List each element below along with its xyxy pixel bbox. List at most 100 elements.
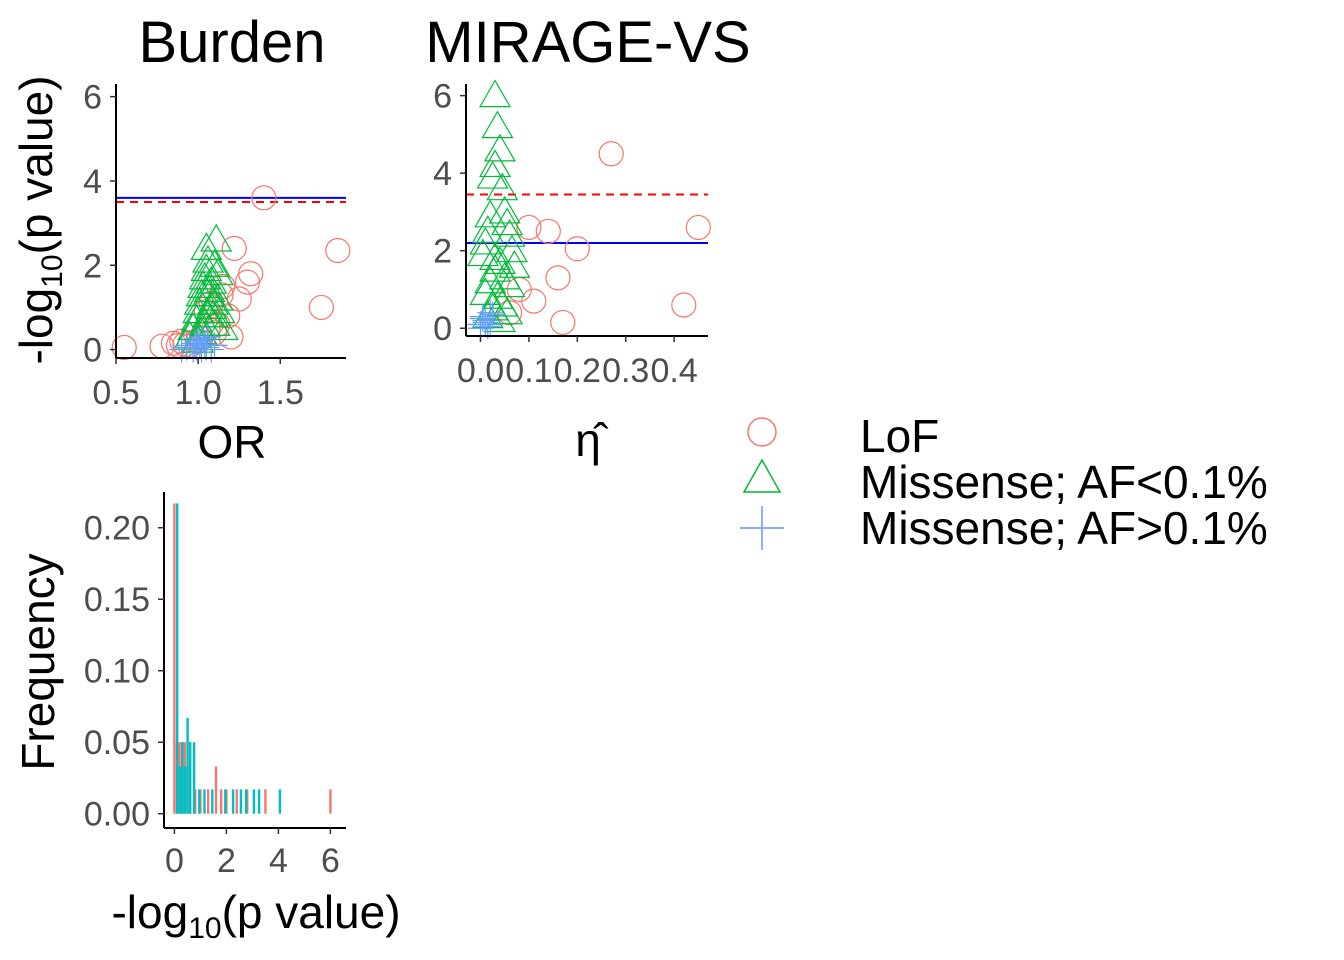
burden-point-missense-low — [190, 232, 223, 260]
mirage-point-lof — [598, 141, 624, 167]
burden-y-tick-label: 0 — [83, 332, 102, 370]
burden-point-missense-high — [201, 332, 228, 359]
burden-point-missense-low — [200, 223, 233, 252]
burden-point-lof — [226, 286, 252, 312]
mirage-point-lof — [535, 218, 561, 244]
hist-bar — [183, 766, 187, 814]
hist-bar — [181, 742, 184, 814]
burden-panel: Burden 0.5 1.0 1.5 0 2 4 6 OR -log10(p value) — [10, 10, 351, 468]
mirage-point-missense-low — [495, 234, 529, 263]
burden-point-lof — [308, 294, 334, 321]
burden-x-label: OR — [198, 416, 267, 468]
mirage-point-missense-high — [472, 309, 499, 336]
hist-x-tick-label: 2 — [217, 842, 236, 880]
mirage-point-lof — [545, 265, 571, 291]
mirage-y-tick-label: 2 — [433, 233, 452, 271]
hist-bar — [198, 789, 201, 814]
mirage-point-missense-low — [474, 199, 507, 228]
burden-point-lof — [325, 237, 351, 264]
burden-point-missense-low — [193, 278, 226, 307]
burden-point-missense-low — [195, 265, 228, 294]
hist-bar — [189, 742, 192, 814]
hist-x-tick-label: 4 — [269, 842, 288, 880]
hist-bar — [329, 789, 332, 814]
mirage-point-lof — [516, 214, 542, 241]
hist-bar — [178, 766, 181, 814]
mirage-point-missense-high — [469, 305, 496, 332]
mirage-point-missense-low — [491, 207, 524, 236]
mirage-panel: MIRAGE-VS 0.0 0.1 0.2 0.3 0.4 0 2 4 6 η̂ — [425, 10, 751, 466]
mirage-point-missense-low — [479, 242, 512, 271]
legend-item-missense-high: Missense; AF>0.1% — [740, 502, 1268, 554]
legend-item-lof: LoF — [747, 410, 939, 462]
hist-bar — [207, 789, 210, 814]
burden-point-missense-low — [203, 295, 236, 324]
mirage-y-tick-label: 6 — [433, 78, 452, 116]
burden-y-tick-label: 6 — [83, 79, 102, 117]
hist-bar — [244, 789, 248, 814]
hist-bar — [186, 717, 189, 814]
legend: LoF Missense; AF<0.1% Missense; AF>0.1% — [740, 410, 1268, 554]
burden-y-tick-label: 4 — [83, 163, 102, 201]
hist-x-tick-label: 6 — [321, 842, 340, 880]
mirage-point-missense-low — [469, 226, 502, 255]
mirage-y-tick-label: 4 — [433, 155, 452, 193]
mirage-point-missense-low — [476, 160, 509, 189]
burden-point-missense-low — [201, 282, 234, 311]
mirage-y-tick-label: 0 — [433, 310, 452, 348]
hist-y-tick-label: 0.20 — [84, 510, 150, 548]
hist-x-tick-label: 0 — [165, 842, 184, 880]
legend-circle-icon — [747, 417, 777, 447]
mirage-x-label: η̂ — [575, 414, 609, 466]
hist-bar — [173, 503, 176, 814]
mirage-point-missense-low — [488, 261, 521, 290]
hist-bar — [235, 789, 238, 814]
legend-label-missense-high: Missense; AF>0.1% — [860, 502, 1268, 554]
burden-point-lof — [238, 261, 264, 287]
mirage-title: MIRAGE-VS — [425, 10, 751, 75]
mirage-point-missense-low — [493, 218, 526, 247]
mirage-point-missense-high — [477, 311, 504, 338]
histogram-panel: 0 2 4 6 0.00 0.05 0.10 0.15 0.20 -log10(p value)… — [12, 492, 401, 945]
mirage-point-missense-low — [488, 195, 521, 224]
hist-bar — [214, 766, 218, 814]
mirage-x-tick-label: 0.4 — [650, 352, 697, 390]
burden-x-tick-label: 1.0 — [175, 374, 222, 412]
burden-point-missense-low — [193, 274, 226, 303]
mirage-point-lof — [521, 288, 547, 314]
legend-label-lof: LoF — [860, 410, 939, 462]
hist-bar — [192, 742, 196, 814]
mirage-point-missense-low — [479, 79, 512, 108]
burden-point-lof — [251, 185, 277, 211]
hist-bar — [224, 789, 227, 814]
mirage-point-missense-low — [479, 253, 512, 282]
mirage-point-missense-low — [479, 149, 512, 178]
hist-y-tick-label: 0.10 — [84, 653, 150, 691]
mirage-point-missense-low — [471, 215, 504, 243]
burden-y-tick-label: 2 — [83, 247, 102, 285]
mirage-x-tick-label: 0.1 — [505, 352, 552, 390]
mirage-point-missense-low — [481, 110, 514, 139]
hist-y-tick-label: 0.05 — [84, 724, 150, 762]
mirage-point-lof — [506, 276, 532, 303]
mirage-point-missense-high — [474, 313, 501, 340]
burden-point-missense-low — [196, 286, 229, 315]
burden-point-lof — [221, 235, 247, 261]
mirage-point-missense-low — [483, 133, 516, 162]
burden-x-tick-label: 0.5 — [92, 374, 139, 412]
hist-y-tick-label: 0.15 — [84, 581, 150, 619]
hist-bar — [257, 789, 261, 814]
mirage-point-lof — [564, 236, 590, 262]
mirage-x-tick-label: 0.3 — [602, 352, 649, 390]
mirage-point-missense-low — [474, 265, 507, 294]
mirage-point-missense-low — [491, 296, 524, 325]
mirage-x-tick-label: 0.2 — [554, 352, 601, 390]
hist-bar — [239, 789, 243, 814]
burden-y-label: -log10(p value) — [10, 75, 69, 364]
hist-y-tick-label: 0.00 — [84, 796, 150, 834]
legend-triangle-icon — [742, 458, 782, 493]
burden-title: Burden — [138, 10, 325, 75]
hist-bar — [203, 789, 206, 814]
mirage-point-lof — [550, 309, 576, 336]
